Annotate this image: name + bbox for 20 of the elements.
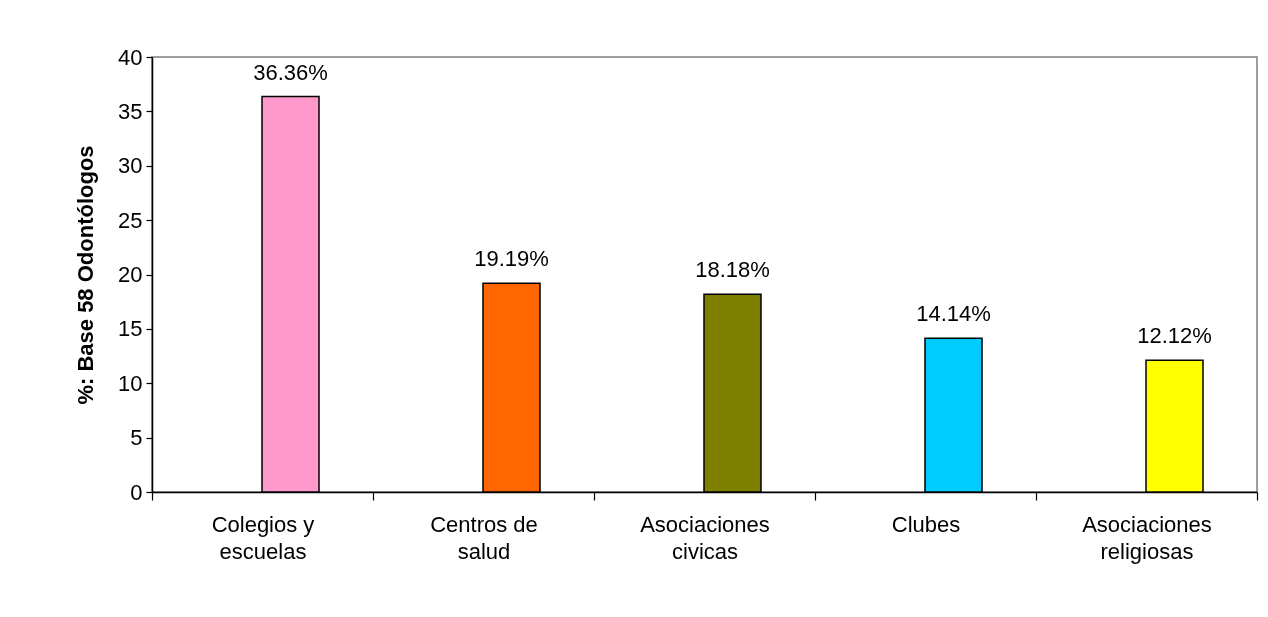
y-tick-label: 25: [118, 207, 143, 233]
x-tick-label: Centros de salud: [430, 511, 538, 564]
x-tick-label: Colegios y escuelas: [211, 511, 315, 564]
y-tick-label: 30: [118, 153, 143, 179]
y-tick-label: 20: [118, 262, 143, 287]
y-tick-label: 5: [130, 425, 143, 451]
data-label: 36.36%: [253, 59, 328, 85]
y-tick-label: 0: [130, 479, 143, 505]
data-label: 19.19%: [474, 246, 549, 272]
x-tick-label: Clubes: [891, 511, 961, 537]
data-label: 12.12%: [1137, 323, 1212, 349]
x-tick-label: Asociaciones religiosas: [1082, 511, 1212, 564]
x-tick-label: Asociaciones civicas: [640, 511, 770, 564]
y-tick-label: 10: [118, 370, 143, 396]
y-tick-label: 40: [118, 44, 143, 70]
y-tick-label: 15: [118, 316, 143, 342]
data-label: 14.14%: [916, 301, 991, 327]
data-label: 18.18%: [695, 257, 770, 283]
y-tick-label: 35: [118, 98, 143, 124]
y-axis-title: %: Base 58 Odontólogos: [73, 145, 99, 405]
